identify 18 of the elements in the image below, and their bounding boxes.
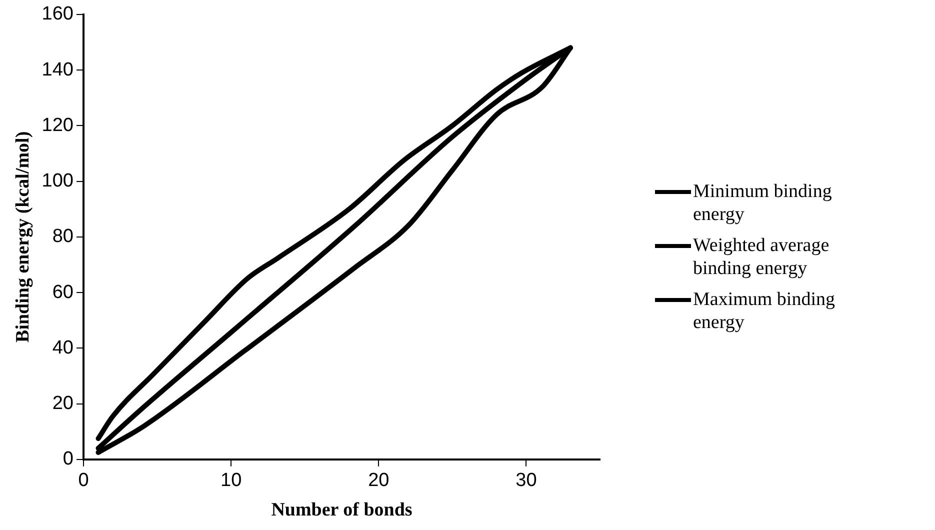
x-tick-label: 20 — [368, 470, 390, 492]
x-tick-label: 0 — [78, 470, 89, 492]
y-axis-title: Binding energy (kcal/mol) — [12, 131, 34, 342]
x-tick-label: 10 — [220, 470, 242, 492]
y-tick-label: 100 — [42, 170, 74, 192]
legend-label: Maximum binding energy — [693, 288, 836, 334]
y-tick-label: 0 — [62, 448, 74, 470]
y-tick-label: 20 — [52, 393, 74, 414]
y-tick-label: 120 — [42, 114, 74, 136]
legend-label: Minimum binding energy — [693, 180, 833, 226]
y-tick-label: 160 — [42, 4, 74, 25]
y-tick-label: 60 — [52, 282, 74, 303]
x-tick-label: 30 — [516, 470, 537, 492]
x-axis-title: Number of bonds — [271, 500, 412, 521]
y-tick-label: 80 — [52, 226, 74, 248]
legend-label: Weighted average binding energy — [693, 234, 830, 280]
y-tick-label: 140 — [42, 59, 74, 80]
y-tick-label: 40 — [52, 337, 74, 358]
